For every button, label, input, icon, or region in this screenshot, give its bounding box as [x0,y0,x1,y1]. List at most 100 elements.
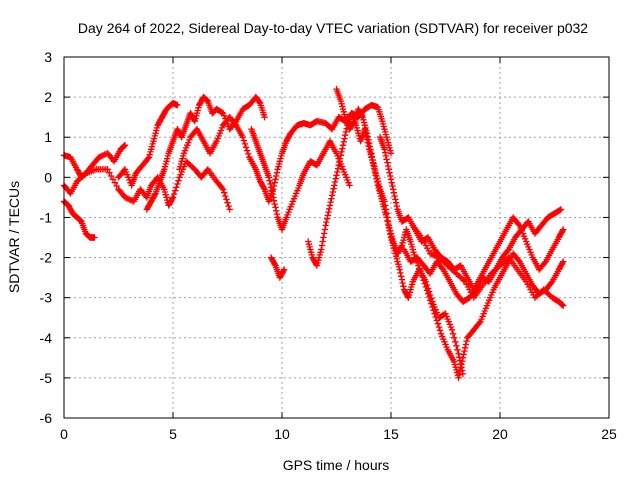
data-point [489,252,496,259]
data-point [554,236,561,243]
data-point [251,164,258,171]
data-point [461,344,469,351]
data-point [161,108,169,115]
y-tick-label: 3 [44,49,52,65]
data-point [435,323,443,331]
data-point [295,184,302,192]
data-point [463,272,470,279]
data-point [432,313,439,321]
series-trace-h [267,254,288,281]
data-point [260,111,267,118]
data-point [119,144,127,151]
data-point [556,206,564,214]
data-point [217,108,225,115]
data-point [327,198,334,206]
data-point [431,310,438,317]
data-point [358,111,365,118]
data-point [106,169,113,176]
data-point [424,290,432,297]
data-point [102,166,109,173]
data-point [144,155,152,162]
data-point [147,184,154,191]
data-point [156,180,163,187]
data-point [422,283,430,291]
data-point [537,289,544,296]
data-point [521,268,529,275]
data-point [441,259,448,267]
data-point [452,338,459,345]
data-point [334,165,342,172]
data-point [387,147,394,154]
data-point [317,249,324,256]
data-point [230,119,238,126]
data-point [328,195,335,202]
y-tick-label: 0 [44,169,52,185]
data-point [458,361,465,368]
data-point [427,297,434,304]
data-point [91,166,99,174]
data-point [555,207,563,214]
data-point [549,211,556,218]
data-point [218,109,226,116]
data-point [217,183,225,190]
data-point [160,184,167,191]
data-point [363,127,370,134]
data-point [459,354,467,361]
data-point [420,277,427,284]
y-axis-label: SDTVAR / TECUs [6,181,22,293]
data-point [406,236,414,243]
data-point [332,175,339,182]
data-point [146,200,153,208]
data-point [331,178,339,186]
data-point [291,124,299,132]
data-point [270,197,278,204]
data-point [260,184,267,192]
data-point [320,234,327,241]
data-point [397,269,404,277]
data-point [342,128,350,136]
series-trace-a [60,198,98,241]
data-point [172,187,179,194]
data-point [113,182,120,190]
data-point [554,268,561,275]
data-point [382,202,389,209]
data-point [502,228,509,235]
data-point [514,255,521,263]
data-point [191,128,198,136]
data-point [384,214,391,221]
data-point [393,202,400,210]
y-tick-label: -4 [40,330,53,346]
data-point [392,199,400,206]
data-point [188,163,196,170]
data-point [451,334,458,341]
data-point [548,279,555,287]
data-point [186,136,193,144]
data-point [559,301,566,309]
data-point [417,267,424,275]
data-point [514,219,521,226]
data-point [425,247,432,255]
series-trace-k [376,134,567,293]
data-point [430,307,437,314]
data-point [521,235,529,242]
data-point [319,152,326,159]
data-point [238,132,245,139]
data-point [212,140,219,147]
x-axis-label: GPS time / hours [283,457,390,473]
data-point [370,160,377,167]
data-point [368,150,375,157]
data-point [243,103,251,110]
data-point [332,148,339,155]
data-point [72,180,80,187]
data-point [504,255,511,263]
data-point [528,251,535,259]
data-point [548,248,555,255]
data-point [462,341,469,348]
data-point [455,263,462,271]
series-trace-d [115,99,181,189]
data-point [224,199,231,206]
data-point [273,169,281,176]
data-point [218,184,226,192]
data-point [340,138,347,146]
